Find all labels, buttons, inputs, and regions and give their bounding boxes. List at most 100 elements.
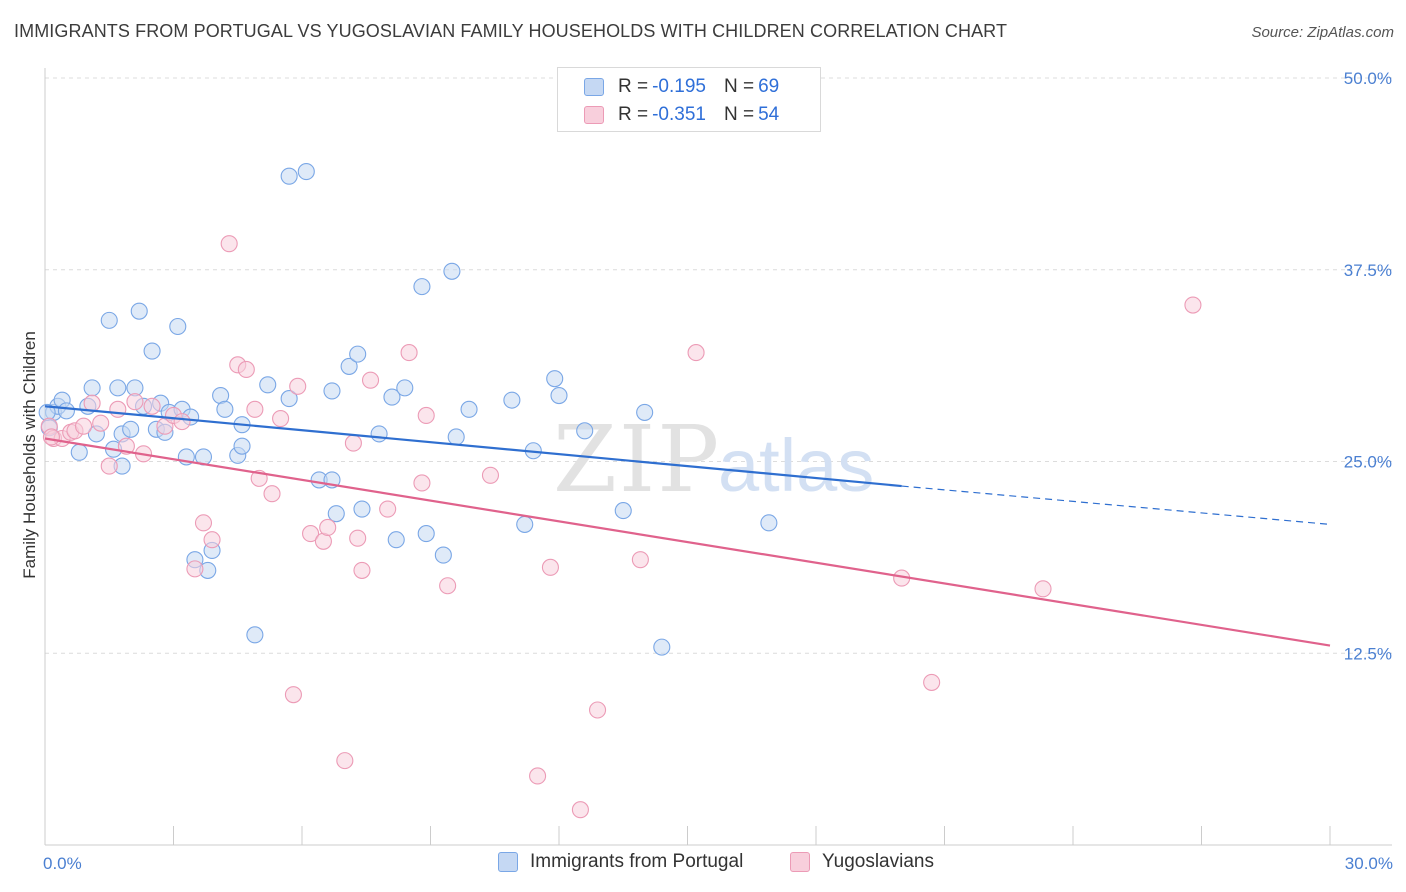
data-point <box>246 626 264 644</box>
data-point <box>130 302 148 320</box>
y-tick-label: 12.5% <box>1344 644 1392 663</box>
data-point <box>327 505 345 523</box>
axes <box>44 68 1392 846</box>
data-point <box>216 400 234 418</box>
data-point <box>588 701 607 719</box>
data-point <box>263 485 281 503</box>
data-point <box>417 406 435 425</box>
data-point <box>259 376 277 394</box>
gridlines <box>45 77 1392 654</box>
data-point <box>42 428 60 446</box>
data-point <box>653 638 671 656</box>
legend-series: Immigrants from Portugal Yugoslavians <box>0 851 1406 877</box>
data-point <box>319 518 337 537</box>
y-axis-label: Family Households with Children <box>20 331 39 579</box>
data-point <box>636 403 654 421</box>
legend-n-label: N = <box>723 104 755 125</box>
data-point <box>361 371 380 389</box>
data-point <box>923 673 941 691</box>
legend-label-portugal: Immigrants from Portugal <box>530 851 744 872</box>
data-point <box>323 382 341 400</box>
data-point <box>614 502 632 520</box>
data-point <box>571 801 589 819</box>
data-point <box>460 400 478 418</box>
data-point <box>92 414 110 432</box>
data-point <box>194 514 213 532</box>
y-tick-label: 50.0% <box>1344 69 1392 88</box>
data-point <box>344 434 362 452</box>
data-point <box>353 561 371 579</box>
data-point <box>576 422 594 440</box>
data-point <box>284 686 302 704</box>
data-point <box>400 344 418 362</box>
legend-row-yugoslavians: R = -0.351 N = 54 <box>558 100 779 130</box>
data-point <box>379 500 397 518</box>
watermark: ZIP <box>553 406 721 513</box>
legend-row-portugal: R = -0.195 N = 69 <box>558 72 779 102</box>
legend-r-value: -0.351 <box>652 104 706 125</box>
data-point <box>220 235 238 253</box>
legend-swatch-yugoslavians <box>790 852 810 872</box>
data-point <box>396 379 414 397</box>
y-tick-label: 25.0% <box>1344 453 1392 472</box>
data-point <box>237 360 255 379</box>
legend-swatch-portugal <box>584 78 604 96</box>
data-point <box>280 390 298 408</box>
data-point <box>83 394 101 412</box>
chart-source: Source: ZipAtlas.com <box>1251 24 1394 41</box>
data-point <box>387 531 405 549</box>
data-point <box>336 752 354 770</box>
data-point <box>1034 580 1052 598</box>
data-point <box>173 413 191 431</box>
data-point <box>186 560 204 578</box>
data-point <box>109 379 127 397</box>
chart-title: IMMIGRANTS FROM PORTUGAL VS YUGOSLAVIAN … <box>14 21 1008 41</box>
legend-n-value: 69 <box>758 76 780 97</box>
legend-n-value: 54 <box>758 104 780 125</box>
data-point <box>631 551 649 569</box>
data-point <box>143 397 161 415</box>
trend-line-extension <box>901 485 1331 525</box>
data-point <box>126 393 144 411</box>
trend-lines <box>44 405 1331 647</box>
legend-r-value: -0.195 <box>652 76 706 97</box>
y-tick-label: 37.5% <box>1344 261 1392 280</box>
data-point <box>443 262 461 280</box>
data-point <box>233 437 251 455</box>
data-point <box>417 525 435 543</box>
data-point <box>370 425 388 443</box>
data-point <box>383 388 401 406</box>
data-point <box>302 525 320 543</box>
trend-line <box>44 437 1331 647</box>
data-point <box>143 342 161 360</box>
legend-stats: R = -0.195 N = 69 R = -0.351 N = 54 <box>557 67 821 132</box>
legend-swatch-portugal <box>498 852 518 872</box>
data-point <box>529 767 547 785</box>
data-point <box>349 529 367 547</box>
data-point <box>434 546 452 564</box>
legend-item-portugal: Immigrants from Portugal <box>498 851 743 873</box>
trend-line <box>44 405 902 488</box>
data-point <box>289 377 307 395</box>
y-tick-labels: 12.5% 25.0% 37.5% 50.0% <box>1344 69 1392 663</box>
data-point <box>169 317 187 336</box>
data-point <box>1184 296 1202 314</box>
data-point <box>550 386 568 405</box>
legend-swatch-yugoslavians <box>584 106 604 124</box>
legend-item-yugoslavians: Yugoslavians <box>790 851 934 873</box>
data-point <box>447 428 465 446</box>
x-tick-labels: 0.0% 30.0% <box>43 854 1393 873</box>
data-point <box>100 457 118 475</box>
data-point <box>122 420 140 438</box>
data-point <box>349 345 367 363</box>
data-point <box>516 515 534 533</box>
data-point <box>546 370 564 388</box>
data-point <box>280 167 298 185</box>
legend-r-label: R = <box>618 76 649 97</box>
data-point <box>353 500 371 518</box>
data-point <box>100 311 118 329</box>
data-point <box>413 278 431 296</box>
data-point <box>503 391 521 409</box>
data-point <box>57 402 75 420</box>
